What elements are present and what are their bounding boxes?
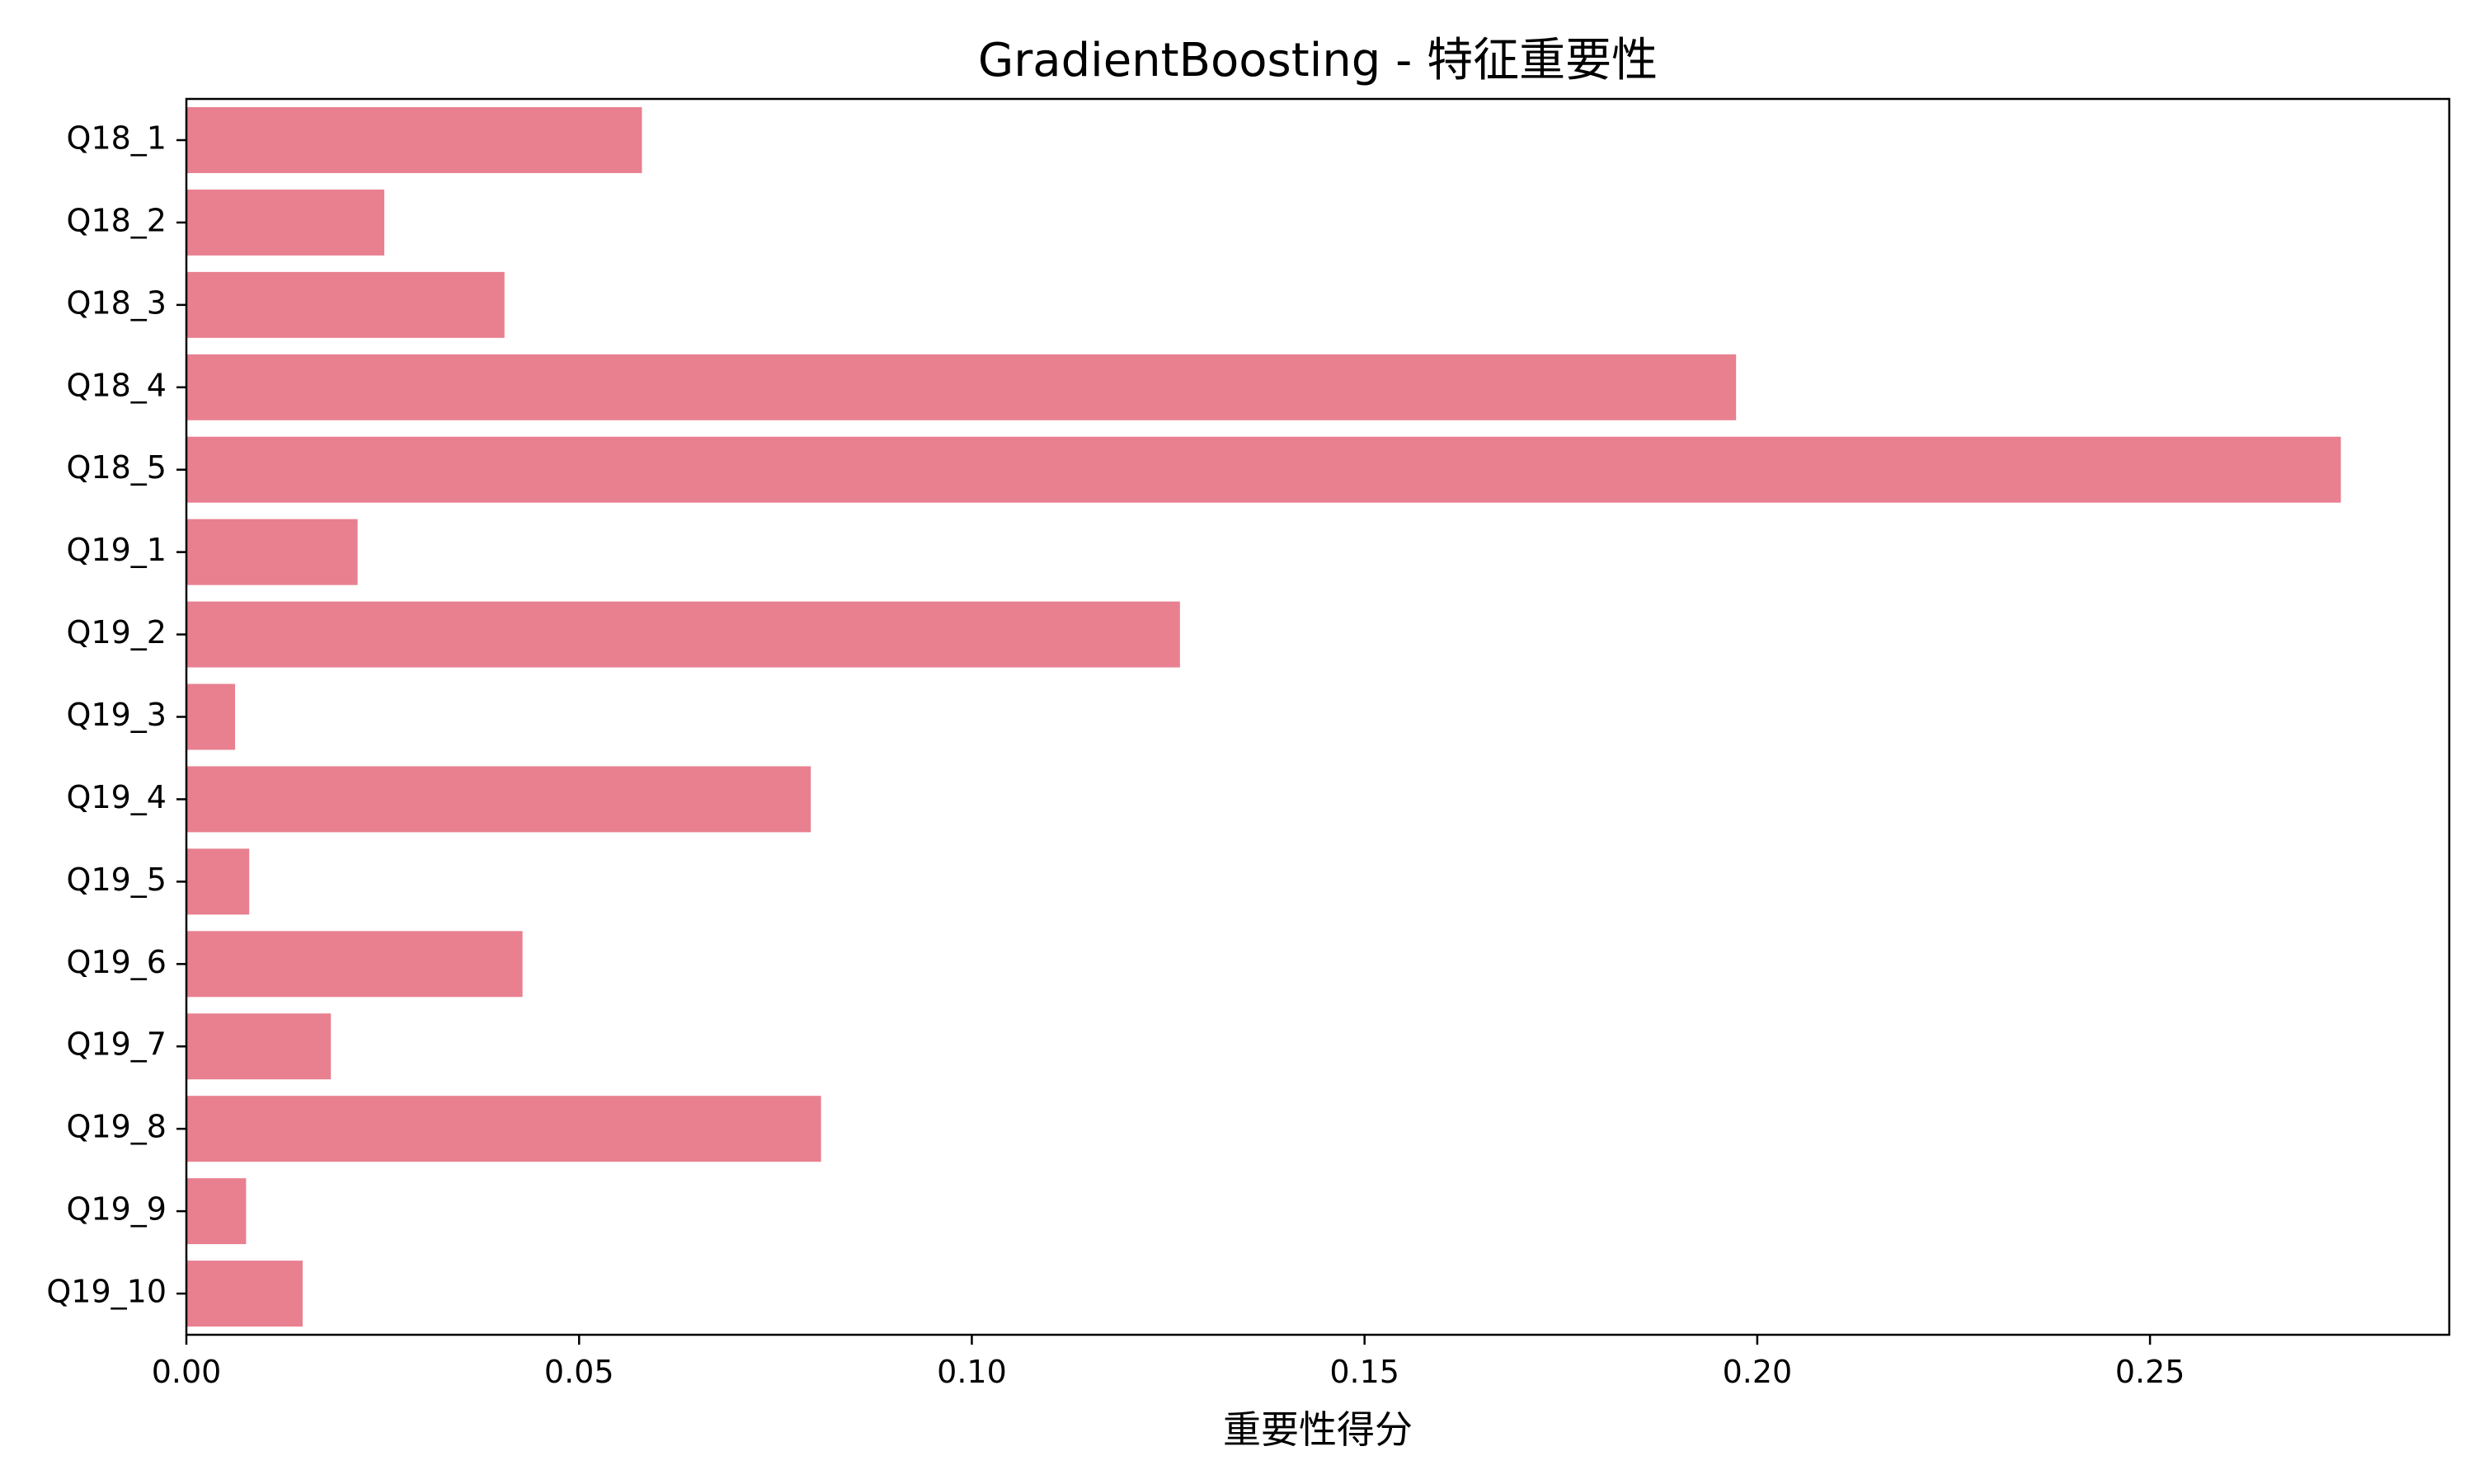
y-tick-label: Q19_5 (67, 862, 167, 898)
y-tick-label: Q19_7 (67, 1026, 167, 1063)
bar-q18-1 (186, 106, 642, 173)
bar-q18-5 (186, 436, 2341, 503)
x-tick-label: 0.15 (1329, 1354, 1399, 1390)
x-tick-label: 0.10 (937, 1354, 1007, 1390)
x-tick-label: 0.05 (544, 1354, 614, 1390)
bars-group (186, 106, 2341, 1327)
chart-title: GradientBoosting - 特征重要性 (978, 34, 1658, 87)
y-tick-label: Q18_4 (67, 367, 167, 403)
bar-q19-1 (186, 519, 358, 585)
y-tick-label: Q18_1 (67, 120, 167, 156)
bar-q19-8 (186, 1096, 821, 1162)
bar-q19-4 (186, 766, 811, 833)
y-tick-label: Q18_3 (67, 284, 167, 321)
bar-q18-2 (186, 189, 385, 256)
y-tick-label: Q19_1 (67, 532, 167, 568)
y-tick-label: Q18_2 (67, 202, 167, 238)
x-tick-label: 0.00 (152, 1354, 222, 1390)
y-tick-label: Q19_3 (67, 697, 167, 733)
x-axis-label: 重要性得分 (1223, 1407, 1413, 1452)
x-axis: 0.00 0.05 0.10 0.15 0.20 0.25 (152, 1335, 2185, 1390)
y-tick-label: Q18_5 (67, 449, 167, 486)
bar-q19-3 (186, 683, 236, 750)
y-tick-label: Q19_6 (67, 944, 167, 980)
bar-q18-4 (186, 354, 1737, 420)
y-tick-label: Q19_2 (67, 614, 167, 650)
bar-q19-6 (186, 931, 523, 998)
bar-q18-3 (186, 271, 505, 338)
bar-q19-7 (186, 1013, 332, 1080)
bar-q19-9 (186, 1178, 247, 1245)
y-tick-label: Q19_10 (46, 1274, 167, 1310)
x-tick-label: 0.20 (1723, 1354, 1793, 1390)
y-tick-label: Q19_4 (67, 779, 167, 815)
bar-q19-2 (186, 601, 1180, 668)
y-tick-label: Q19_9 (67, 1191, 167, 1228)
y-axis: Q18_1 Q18_2 Q18_3 Q18_4 Q18_5 Q19_1 Q19_2 Q19_3… (46, 120, 186, 1310)
bar-q19-5 (186, 848, 250, 915)
plot-frame (185, 97, 2451, 1336)
y-tick-label: Q19_8 (67, 1109, 167, 1145)
x-tick-label: 0.25 (2115, 1354, 2185, 1390)
bar-q19-10 (186, 1261, 303, 1327)
